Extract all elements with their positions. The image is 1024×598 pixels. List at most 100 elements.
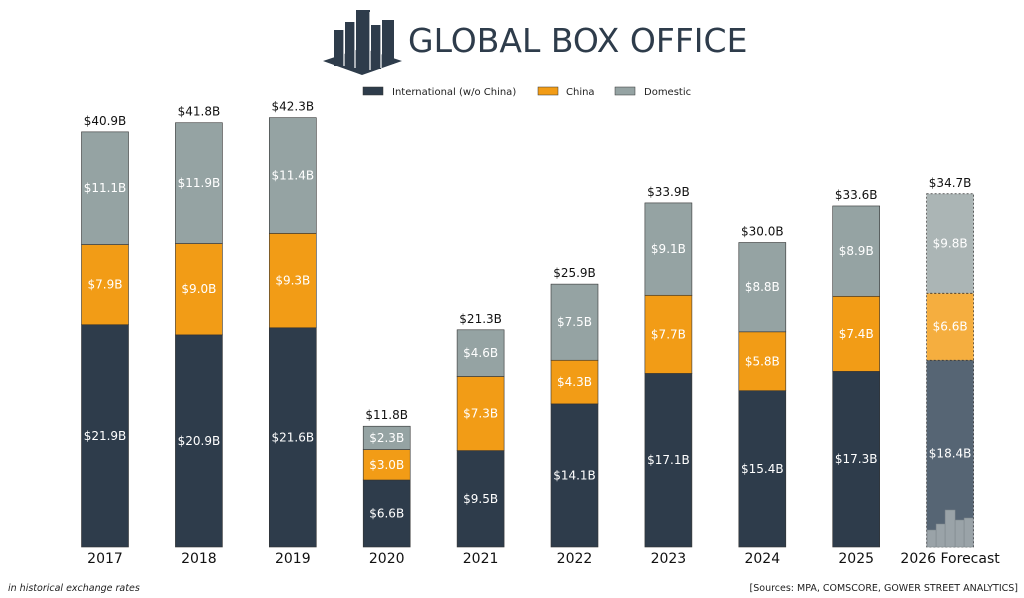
x-tick-label: 2022 bbox=[557, 551, 593, 567]
segment-label: $9.5B bbox=[463, 492, 498, 506]
total-label: $25.9B bbox=[553, 266, 596, 280]
bar-group-2026-forecast: $18.4B $6.6B $9.8B $34.7B 2026 Forecast bbox=[900, 176, 1000, 567]
legend-label-china: China bbox=[566, 87, 595, 98]
segment-label: $7.3B bbox=[463, 407, 498, 421]
bar-segment bbox=[926, 193, 974, 294]
segment-label: $7.4B bbox=[839, 327, 874, 341]
bar-segment bbox=[644, 373, 693, 548]
x-tick-label: 2023 bbox=[651, 551, 687, 567]
bar-group-2021: $9.5B $7.3B $4.6B $21.3B 2021 bbox=[456, 312, 505, 567]
bar-group-2019: $21.6B $9.3B $11.4B $42.3B 2019 bbox=[268, 100, 317, 567]
segment-label: $11.9B bbox=[178, 176, 221, 190]
bar-segment bbox=[550, 283, 599, 361]
x-tick-label: 2025 bbox=[838, 551, 874, 567]
legend-swatch-international bbox=[362, 86, 384, 96]
total-label: $30.0B bbox=[741, 225, 784, 239]
legend: International (w/o China) China Domestic bbox=[362, 86, 691, 98]
segment-label: $11.1B bbox=[84, 181, 127, 195]
segment-label: $21.6B bbox=[272, 430, 315, 444]
bar-segment bbox=[268, 233, 317, 329]
segment-label: $2.3B bbox=[369, 431, 404, 445]
segment-label: $15.4B bbox=[741, 462, 784, 476]
bar-segment bbox=[550, 403, 599, 548]
segment-label: $6.6B bbox=[933, 320, 968, 334]
segment-label: $8.9B bbox=[839, 244, 874, 258]
x-tick-label: 2018 bbox=[181, 551, 217, 567]
bar-group-2020: $6.6B $3.0B $2.3B $11.8B 2020 bbox=[362, 408, 411, 567]
segment-label: $9.0B bbox=[181, 282, 216, 296]
bar-group-2018: $20.9B $9.0B $11.9B $41.8B 2018 bbox=[175, 105, 223, 567]
bar-segment bbox=[268, 117, 317, 234]
bar-segment bbox=[81, 131, 129, 245]
total-label: $33.9B bbox=[647, 185, 690, 199]
bar-segment bbox=[738, 242, 787, 333]
legend-swatch-domestic bbox=[614, 86, 636, 96]
legend-label-international: International (w/o China) bbox=[392, 87, 516, 98]
bar-segment bbox=[738, 390, 787, 548]
bar-segment bbox=[832, 295, 881, 372]
segment-label: $9.1B bbox=[651, 242, 686, 256]
total-label: $40.9B bbox=[84, 114, 127, 128]
bars: $21.9B $7.9B $11.1B $40.9B 2017 $20.9B $9.0B $1… bbox=[81, 100, 1000, 567]
bar-group-2022: $14.1B $4.3B $7.5B $25.9B 2022 bbox=[550, 266, 599, 567]
total-label: $41.8B bbox=[178, 105, 221, 119]
total-label: $34.7B bbox=[929, 176, 972, 190]
segment-label: $17.1B bbox=[647, 453, 690, 467]
bar-group-2024: $15.4B $5.8B $8.8B $30.0B 2024 bbox=[738, 225, 787, 567]
bar-group-2017: $21.9B $7.9B $11.1B $40.9B 2017 bbox=[81, 114, 129, 567]
bar-segment bbox=[456, 329, 505, 377]
sources-note: [Sources: MPA, COMSCORE, GOWER STREET AN… bbox=[750, 583, 1018, 594]
legend-label-domestic: Domestic bbox=[644, 87, 691, 98]
bar-segment bbox=[644, 294, 693, 374]
legend-swatch-china bbox=[537, 86, 559, 96]
segment-label: $4.3B bbox=[557, 375, 592, 389]
bar-segment bbox=[81, 324, 129, 548]
logo-icon bbox=[323, 10, 402, 75]
total-label: $11.8B bbox=[365, 408, 408, 422]
bar-segment bbox=[738, 331, 787, 391]
segment-label: $21.9B bbox=[84, 429, 127, 443]
bar-segment bbox=[832, 205, 881, 297]
segment-label: $9.3B bbox=[275, 274, 310, 288]
segment-label: $8.8B bbox=[745, 280, 780, 294]
segment-label: $20.9B bbox=[178, 434, 221, 448]
x-tick-label: 2026 Forecast bbox=[900, 551, 1000, 567]
segment-label: $7.7B bbox=[651, 327, 686, 341]
bar-segment bbox=[362, 449, 411, 481]
segment-label: $4.6B bbox=[463, 346, 498, 360]
segment-label: $18.4B bbox=[929, 447, 972, 461]
bar-segment bbox=[362, 479, 411, 548]
footnote-exchange-rates: in historical exchange rates bbox=[8, 583, 140, 594]
x-tick-label: 2020 bbox=[369, 551, 405, 567]
total-label: $33.6B bbox=[835, 188, 878, 202]
segment-label: $14.1B bbox=[553, 468, 596, 482]
segment-label: $5.8B bbox=[745, 354, 780, 368]
bar-segment bbox=[175, 122, 223, 244]
chart-title: GLOBAL BOX OFFICE bbox=[408, 21, 747, 60]
segment-label: $3.0B bbox=[369, 458, 404, 472]
segment-label: $17.3B bbox=[835, 452, 878, 466]
bar-group-2023: $17.1B $7.7B $9.1B $33.9B 2023 bbox=[644, 185, 693, 567]
bar-segment bbox=[832, 371, 881, 548]
bar-segment bbox=[644, 202, 693, 296]
bar-segment bbox=[81, 244, 129, 326]
bar-segment bbox=[926, 292, 974, 361]
x-tick-label: 2019 bbox=[275, 551, 311, 567]
x-tick-label: 2017 bbox=[87, 551, 123, 567]
bar-segment bbox=[456, 376, 505, 451]
x-tick-label: 2024 bbox=[744, 551, 780, 567]
forecast-watermark-icon bbox=[926, 509, 974, 548]
segment-label: $9.8B bbox=[933, 237, 968, 251]
bar-segment bbox=[456, 450, 505, 548]
x-tick-label: 2021 bbox=[463, 551, 499, 567]
segment-label: $7.5B bbox=[557, 315, 592, 329]
bar-group-2025: $17.3B $7.4B $8.9B $33.6B 2025 bbox=[832, 188, 881, 567]
total-label: $42.3B bbox=[272, 100, 315, 114]
segment-label: $11.4B bbox=[272, 169, 315, 183]
bar-segment bbox=[362, 425, 411, 450]
segment-label: $7.9B bbox=[88, 278, 123, 292]
bar-segment bbox=[268, 327, 317, 548]
total-label: $21.3B bbox=[459, 312, 502, 326]
segment-label: $6.6B bbox=[369, 507, 404, 521]
